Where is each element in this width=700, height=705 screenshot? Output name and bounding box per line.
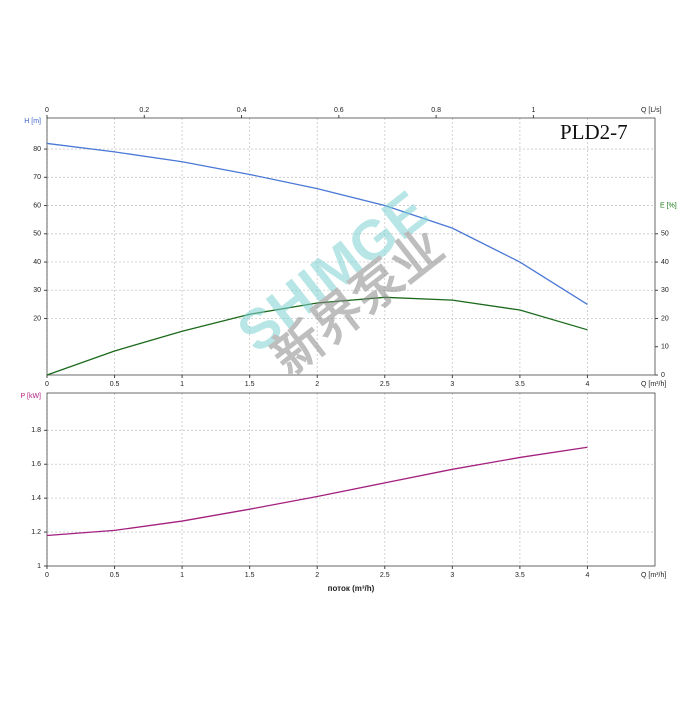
- y-tick-label: 60: [33, 202, 41, 209]
- curve-h: [46, 142, 588, 305]
- x-tick-label: 2.5: [380, 572, 390, 579]
- x-tick-label: 3.5: [515, 572, 525, 579]
- x-tick-label: 1: [180, 381, 184, 388]
- y2-tick-label: 10: [661, 344, 669, 351]
- x-tick-label: 0.5: [110, 572, 120, 579]
- y-tick-label: 1.8: [31, 427, 41, 434]
- y-tick-label: 50: [33, 231, 41, 238]
- y-tick-label: 1: [37, 563, 41, 570]
- x-tick-label: 0.5: [110, 381, 120, 388]
- y-tick-label: 1.2: [31, 529, 41, 536]
- x-tick-label: 2: [315, 572, 319, 579]
- y-tick-label: 1.4: [31, 495, 41, 502]
- x2-tick-label: 0.6: [334, 107, 344, 114]
- x2-tick-label: 0: [45, 107, 49, 114]
- y-axis-label: H [m]: [24, 118, 41, 125]
- x-tick-label: 4: [585, 381, 589, 388]
- y2-tick-label: 20: [661, 315, 669, 322]
- curve-p: [46, 446, 588, 537]
- y-tick-label: 40: [33, 259, 41, 266]
- y2-tick-label: 0: [661, 372, 665, 379]
- y-axis-label: P [kW]: [21, 393, 42, 400]
- x-tick-label: 4: [585, 572, 589, 579]
- y-tick-label: 1.6: [31, 461, 41, 468]
- plot-frame: [46, 117, 656, 376]
- x-tick-label: 1: [180, 572, 184, 579]
- y2-tick-label: 30: [661, 287, 669, 294]
- y2-tick-label: 50: [661, 231, 669, 238]
- y-tick-label: 20: [33, 315, 41, 322]
- x-tick-label: 3: [450, 381, 454, 388]
- x2-tick-label: 0.2: [139, 107, 149, 114]
- x-tick-label: 2.5: [380, 381, 390, 388]
- x-tick-label: 2: [315, 381, 319, 388]
- x-axis-title: поток (m³/h): [328, 584, 375, 593]
- y2-axis-label: E [%]: [660, 203, 677, 210]
- x2-tick-label: 0.4: [237, 107, 247, 114]
- chart-title: PLD2-7: [560, 120, 628, 144]
- y-tick-label: 80: [33, 146, 41, 153]
- x-tick-label: 3: [450, 572, 454, 579]
- y-tick-label: 70: [33, 174, 41, 181]
- x-axis-label: Q [m³/h]: [641, 572, 666, 579]
- x2-axis-label: Q [L/s]: [641, 107, 662, 114]
- x-tick-label: 1.5: [245, 572, 255, 579]
- x2-tick-label: 1: [531, 107, 535, 114]
- x2-tick-label: 0.8: [431, 107, 441, 114]
- x-tick-label: 0: [45, 572, 49, 579]
- x-axis-label: Q [m³/h]: [641, 381, 666, 388]
- x-tick-label: 3.5: [515, 381, 525, 388]
- plot-frame: [46, 392, 656, 567]
- y-tick-label: 30: [33, 287, 41, 294]
- curve-e: [46, 296, 588, 376]
- y2-tick-label: 40: [661, 259, 669, 266]
- x-tick-label: 1.5: [245, 381, 255, 388]
- x-tick-label: 0: [45, 381, 49, 388]
